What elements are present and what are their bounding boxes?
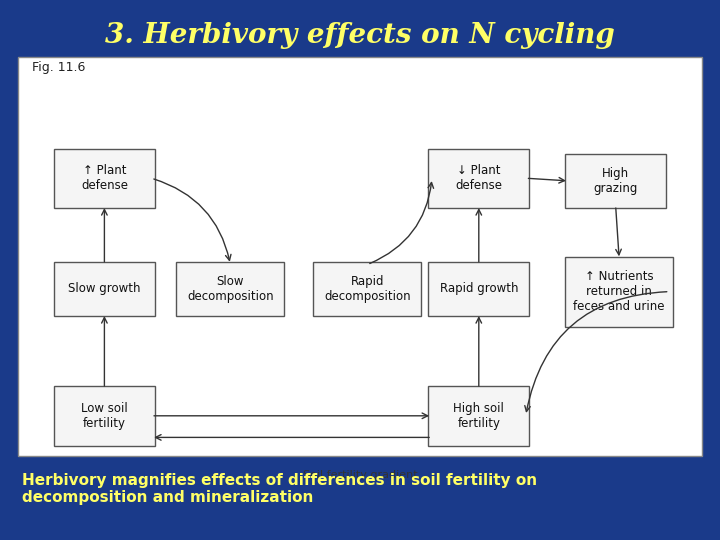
FancyBboxPatch shape <box>428 262 529 316</box>
FancyBboxPatch shape <box>176 262 284 316</box>
FancyBboxPatch shape <box>565 154 666 208</box>
Text: Herbivory magnifies effects of differences in soil fertility on
decomposition an: Herbivory magnifies effects of differenc… <box>22 472 536 505</box>
FancyBboxPatch shape <box>54 386 155 445</box>
Text: Slow growth: Slow growth <box>68 282 140 295</box>
Text: Rapid
decomposition: Rapid decomposition <box>324 275 410 303</box>
Text: ↓ Plant
defense: ↓ Plant defense <box>455 164 503 192</box>
FancyBboxPatch shape <box>18 57 702 456</box>
FancyBboxPatch shape <box>54 262 155 316</box>
FancyBboxPatch shape <box>54 148 155 208</box>
Text: ↑ Plant
defense: ↑ Plant defense <box>81 164 128 192</box>
Text: High soil
fertility: High soil fertility <box>454 402 504 430</box>
Text: Fig. 11.6: Fig. 11.6 <box>32 61 86 74</box>
Text: 3. Herbivory effects on N cycling: 3. Herbivory effects on N cycling <box>105 22 615 49</box>
Text: ↑ Nutrients
returned in
feces and urine: ↑ Nutrients returned in feces and urine <box>573 270 665 313</box>
Text: Soil fertility gradient: Soil fertility gradient <box>302 470 418 480</box>
Text: High
grazing: High grazing <box>593 167 638 195</box>
FancyBboxPatch shape <box>313 262 421 316</box>
Text: Low soil
fertility: Low soil fertility <box>81 402 127 430</box>
FancyBboxPatch shape <box>428 386 529 445</box>
Text: Rapid growth: Rapid growth <box>439 282 518 295</box>
FancyBboxPatch shape <box>565 256 673 327</box>
FancyBboxPatch shape <box>428 148 529 208</box>
Text: Slow
decomposition: Slow decomposition <box>187 275 274 303</box>
